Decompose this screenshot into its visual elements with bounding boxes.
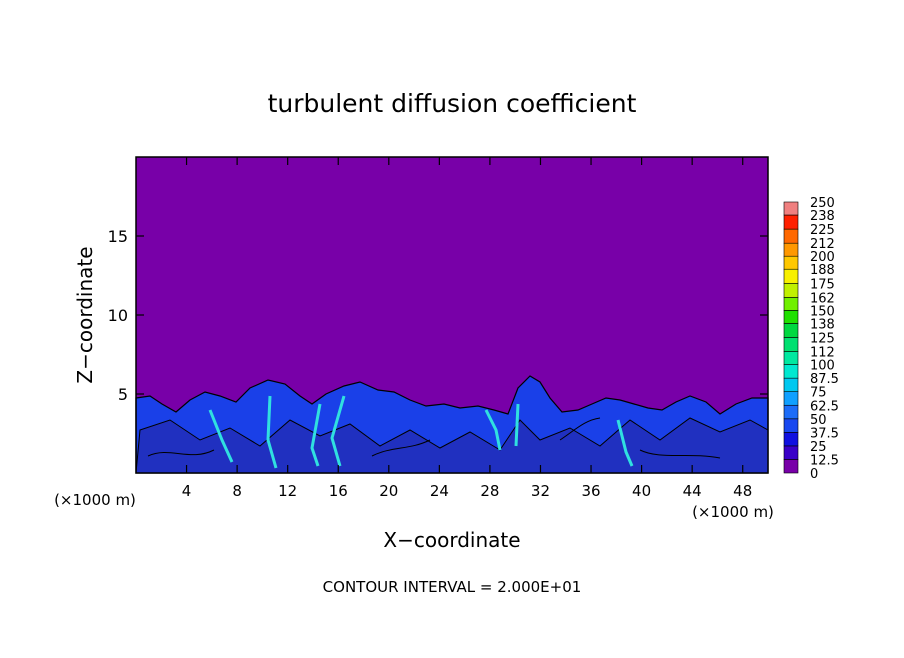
x-tick-label: 4 bbox=[182, 482, 192, 500]
x-axis-label: X−coordinate bbox=[383, 528, 520, 552]
colorbar-label: 138 bbox=[810, 317, 835, 332]
colorbar-band bbox=[783, 445, 799, 460]
colorbar-band bbox=[783, 297, 799, 311]
colorbar-label: 212 bbox=[810, 237, 835, 252]
colorbar-label: 62.5 bbox=[810, 399, 839, 414]
colorbar-label: 75 bbox=[810, 386, 827, 401]
colorbar-label: 50 bbox=[810, 413, 827, 428]
colorbar-band bbox=[783, 351, 799, 365]
x-tick-label: 36 bbox=[581, 482, 600, 500]
x-tick-label: 44 bbox=[683, 482, 702, 500]
colorbar-band bbox=[783, 268, 799, 284]
colorbar-label: 188 bbox=[810, 263, 835, 278]
x-tick-label: 12 bbox=[278, 482, 297, 500]
y-tick-label: 10 bbox=[108, 306, 128, 325]
colorbar-band bbox=[783, 323, 799, 338]
colorbar-label: 87.5 bbox=[810, 372, 839, 387]
field bbox=[135, 157, 769, 474]
x-tick-label: 20 bbox=[379, 482, 398, 500]
colorbar-label: 12.5 bbox=[810, 453, 839, 468]
colorbar-label: 225 bbox=[810, 223, 835, 238]
colorbar-band bbox=[783, 432, 799, 447]
x-tick-label: 8 bbox=[232, 482, 242, 500]
colorbar-band bbox=[783, 418, 799, 433]
colorbar-label: 200 bbox=[810, 250, 835, 265]
colorbar-band bbox=[783, 201, 799, 216]
colorbar-band bbox=[783, 337, 799, 352]
colorbar-label: 125 bbox=[810, 332, 835, 347]
colorbar-band bbox=[783, 282, 799, 298]
contour-lines bbox=[147, 417, 721, 459]
inner-region bbox=[135, 417, 769, 474]
colorbar-band bbox=[783, 391, 799, 406]
x-tick-label: 32 bbox=[531, 482, 550, 500]
y-tick-label: 15 bbox=[108, 227, 128, 246]
colorbar-band bbox=[783, 310, 799, 324]
x-tick-label: 16 bbox=[329, 482, 348, 500]
colorbar-label: 175 bbox=[810, 277, 835, 292]
colorbar-band bbox=[783, 228, 799, 244]
colorbar-band bbox=[783, 459, 799, 474]
y-tick-label: 5 bbox=[118, 385, 128, 404]
colorbar-band bbox=[783, 255, 799, 270]
y-unit-label: (×1000 m) bbox=[54, 491, 136, 509]
x-tick-label: 48 bbox=[733, 482, 752, 500]
x-unit-label: (×1000 m) bbox=[692, 503, 774, 521]
streaks bbox=[208, 395, 634, 469]
colorbar-band bbox=[783, 364, 799, 379]
x-tick-label: 28 bbox=[480, 482, 499, 500]
colorbar-label: 0 bbox=[810, 467, 818, 482]
colorbar-label: 37.5 bbox=[810, 426, 839, 441]
colorbar-band bbox=[783, 214, 799, 230]
colorbar-label: 100 bbox=[810, 359, 835, 374]
y-axis-label: Z−coordinate bbox=[73, 246, 97, 383]
colorbar-band bbox=[783, 242, 799, 257]
colorbar-label: 25 bbox=[810, 440, 827, 455]
x-tick-label: 24 bbox=[430, 482, 449, 500]
colorbar-label: 250 bbox=[810, 196, 835, 211]
colorbar-label: 238 bbox=[810, 209, 835, 224]
chart-title: turbulent diffusion coefficient bbox=[268, 89, 637, 118]
colorbar-label: 112 bbox=[810, 346, 835, 361]
colorbar-label: 162 bbox=[810, 291, 835, 306]
note: CONTOUR INTERVAL = 2.000E+01 bbox=[323, 578, 582, 596]
colorbar-band bbox=[783, 404, 799, 420]
x-tick-label: 40 bbox=[632, 482, 651, 500]
colorbar-band bbox=[783, 377, 799, 392]
colorbar-label: 150 bbox=[810, 304, 835, 319]
